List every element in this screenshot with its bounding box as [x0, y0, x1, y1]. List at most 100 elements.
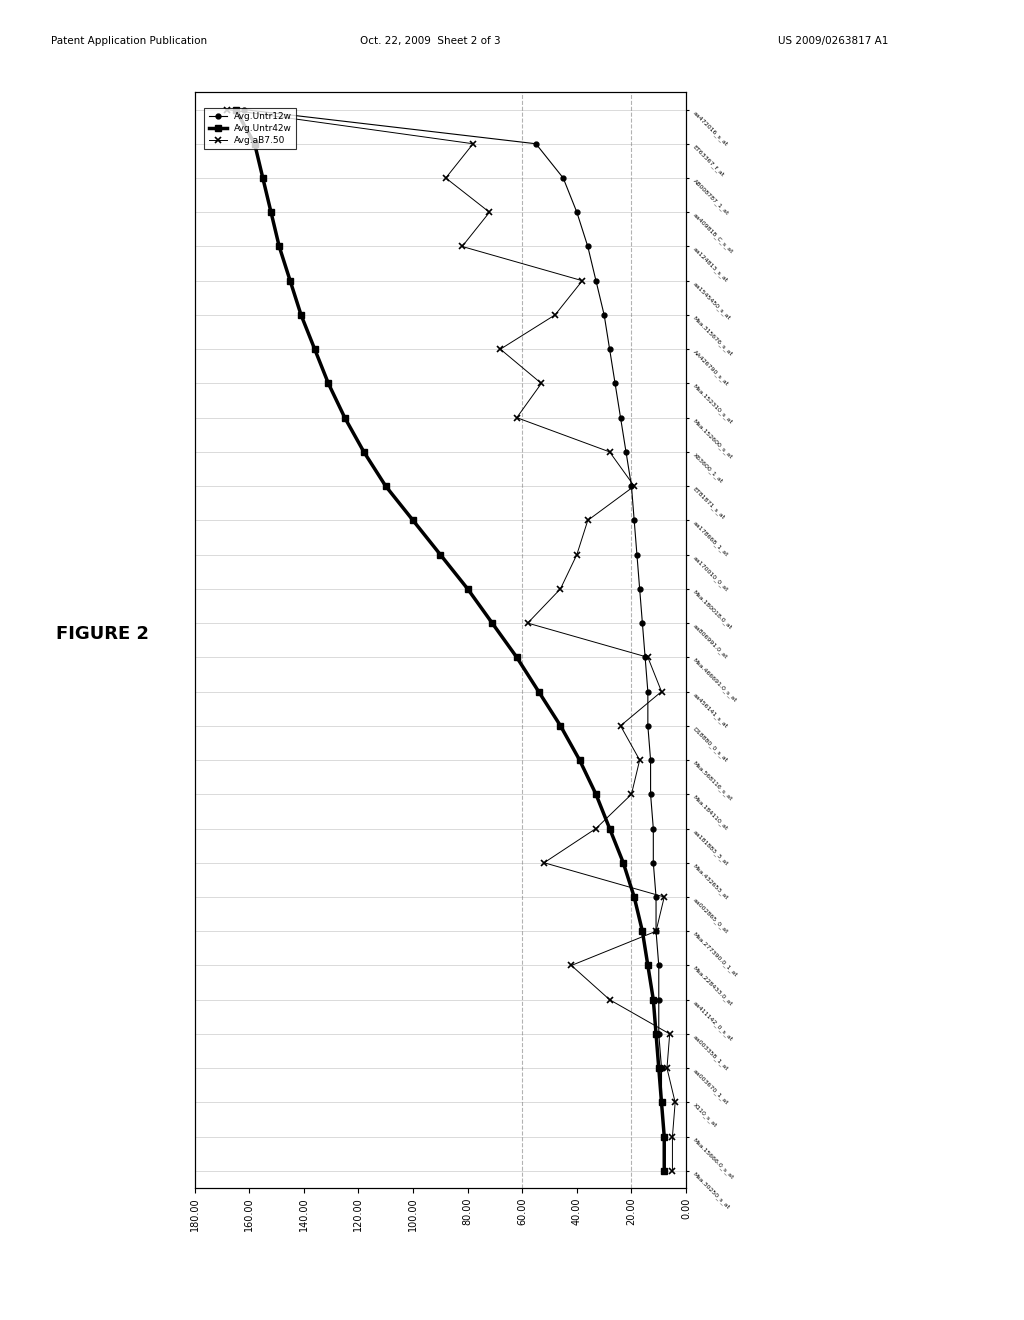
Line: Avg.Untr42w: Avg.Untr42w — [232, 107, 667, 1173]
Avg.Untr42w — [249, 136, 261, 152]
Avg.Untr42w — [652, 1060, 665, 1076]
Avg.aB7.50 — [658, 890, 671, 906]
Avg.Untr42w — [265, 205, 278, 220]
Avg.Untr12w — [642, 684, 654, 700]
Avg.Untr42w — [650, 1026, 663, 1041]
Avg.aB7.50 — [655, 684, 668, 700]
Avg.Untr42w — [295, 308, 307, 323]
Avg.Untr12w — [603, 342, 615, 358]
Avg.Untr42w — [229, 102, 242, 117]
Avg.Untr42w — [380, 478, 392, 494]
Avg.Untr12w — [636, 615, 648, 631]
Avg.Untr42w — [590, 787, 602, 803]
Avg.aB7.50 — [536, 375, 548, 391]
Text: FIGURE 2: FIGURE 2 — [56, 624, 148, 643]
Avg.Untr42w — [323, 375, 335, 391]
Avg.Untr42w — [647, 991, 659, 1007]
Avg.aB7.50 — [570, 546, 583, 562]
Avg.aB7.50 — [603, 444, 615, 459]
Avg.Untr42w — [339, 409, 351, 425]
Avg.Untr12w — [655, 1094, 668, 1110]
Text: Oct. 22, 2009  Sheet 2 of 3: Oct. 22, 2009 Sheet 2 of 3 — [359, 36, 501, 46]
Avg.aB7.50 — [642, 649, 654, 665]
Avg.aB7.50 — [626, 787, 638, 803]
Avg.aB7.50 — [667, 1163, 679, 1179]
Avg.aB7.50 — [650, 923, 663, 939]
Text: US 2009/0263817 A1: US 2009/0263817 A1 — [778, 36, 889, 46]
Avg.Untr12w — [652, 1026, 665, 1041]
Avg.Untr12w — [557, 170, 569, 186]
Avg.Untr12w — [614, 409, 627, 425]
Avg.Untr12w — [529, 136, 542, 152]
Avg.aB7.50 — [603, 991, 615, 1007]
Avg.Untr12w — [655, 1060, 668, 1076]
Avg.Untr42w — [603, 821, 615, 837]
Avg.aB7.50 — [467, 136, 479, 152]
Avg.aB7.50 — [495, 342, 507, 358]
Avg.aB7.50 — [669, 1094, 681, 1110]
Avg.Untr12w — [620, 444, 632, 459]
Avg.Untr42w — [407, 512, 419, 528]
Avg.aB7.50 — [660, 1060, 673, 1076]
Avg.Untr42w — [658, 1129, 671, 1144]
Avg.Untr12w — [626, 478, 638, 494]
Avg.Untr42w — [554, 718, 566, 734]
Avg.Untr42w — [617, 855, 630, 871]
Avg.Untr12w — [582, 239, 594, 255]
Avg.Untr42w — [658, 1163, 671, 1179]
Avg.Untr42w — [434, 546, 446, 562]
Avg.aB7.50 — [483, 205, 496, 220]
Avg.Untr12w — [628, 512, 640, 528]
Avg.Untr42w — [573, 752, 586, 768]
Avg.Untr12w — [644, 787, 656, 803]
Avg.Untr12w — [238, 102, 250, 117]
Avg.Untr12w — [644, 752, 656, 768]
Avg.Untr12w — [658, 1129, 671, 1144]
Avg.Untr42w — [532, 684, 545, 700]
Avg.Untr12w — [634, 581, 646, 597]
Avg.Untr42w — [273, 239, 286, 255]
Avg.Untr42w — [636, 923, 648, 939]
Avg.Untr42w — [486, 615, 499, 631]
Avg.aB7.50 — [634, 752, 646, 768]
Avg.Untr12w — [590, 273, 602, 289]
Avg.Untr42w — [642, 957, 654, 973]
Avg.Untr12w — [570, 205, 583, 220]
Avg.aB7.50 — [577, 273, 589, 289]
Avg.aB7.50 — [439, 170, 452, 186]
Avg.Untr42w — [284, 273, 296, 289]
Avg.aB7.50 — [667, 1129, 679, 1144]
Avg.aB7.50 — [565, 957, 578, 973]
Avg.aB7.50 — [538, 855, 550, 871]
Avg.Untr42w — [511, 649, 523, 665]
Line: Avg.aB7.50: Avg.aB7.50 — [224, 106, 679, 1175]
Avg.Untr42w — [655, 1094, 668, 1110]
Avg.Untr12w — [609, 375, 622, 391]
Avg.aB7.50 — [549, 308, 561, 323]
Avg.aB7.50 — [554, 581, 566, 597]
Avg.Untr12w — [658, 1163, 671, 1179]
Avg.aB7.50 — [590, 821, 602, 837]
Avg.Untr12w — [647, 821, 659, 837]
Legend: Avg.Untr12w, Avg.Untr42w, Avg.aB7.50: Avg.Untr12w, Avg.Untr42w, Avg.aB7.50 — [204, 108, 296, 149]
Avg.Untr12w — [631, 546, 643, 562]
Avg.Untr12w — [650, 923, 663, 939]
Avg.aB7.50 — [614, 718, 627, 734]
Avg.Untr42w — [628, 890, 640, 906]
Avg.Untr12w — [652, 991, 665, 1007]
Avg.aB7.50 — [582, 512, 594, 528]
Avg.Untr12w — [650, 890, 663, 906]
Avg.Untr12w — [639, 649, 651, 665]
Avg.aB7.50 — [456, 239, 468, 255]
Avg.Untr42w — [257, 170, 269, 186]
Text: Patent Application Publication: Patent Application Publication — [51, 36, 207, 46]
Line: Avg.Untr12w: Avg.Untr12w — [242, 107, 667, 1173]
Avg.Untr12w — [652, 957, 665, 973]
Avg.Untr12w — [598, 308, 610, 323]
Avg.Untr42w — [308, 342, 321, 358]
Avg.Untr42w — [357, 444, 370, 459]
Avg.aB7.50 — [521, 615, 534, 631]
Avg.aB7.50 — [221, 102, 233, 117]
Avg.Untr12w — [642, 718, 654, 734]
Avg.aB7.50 — [664, 1026, 676, 1041]
